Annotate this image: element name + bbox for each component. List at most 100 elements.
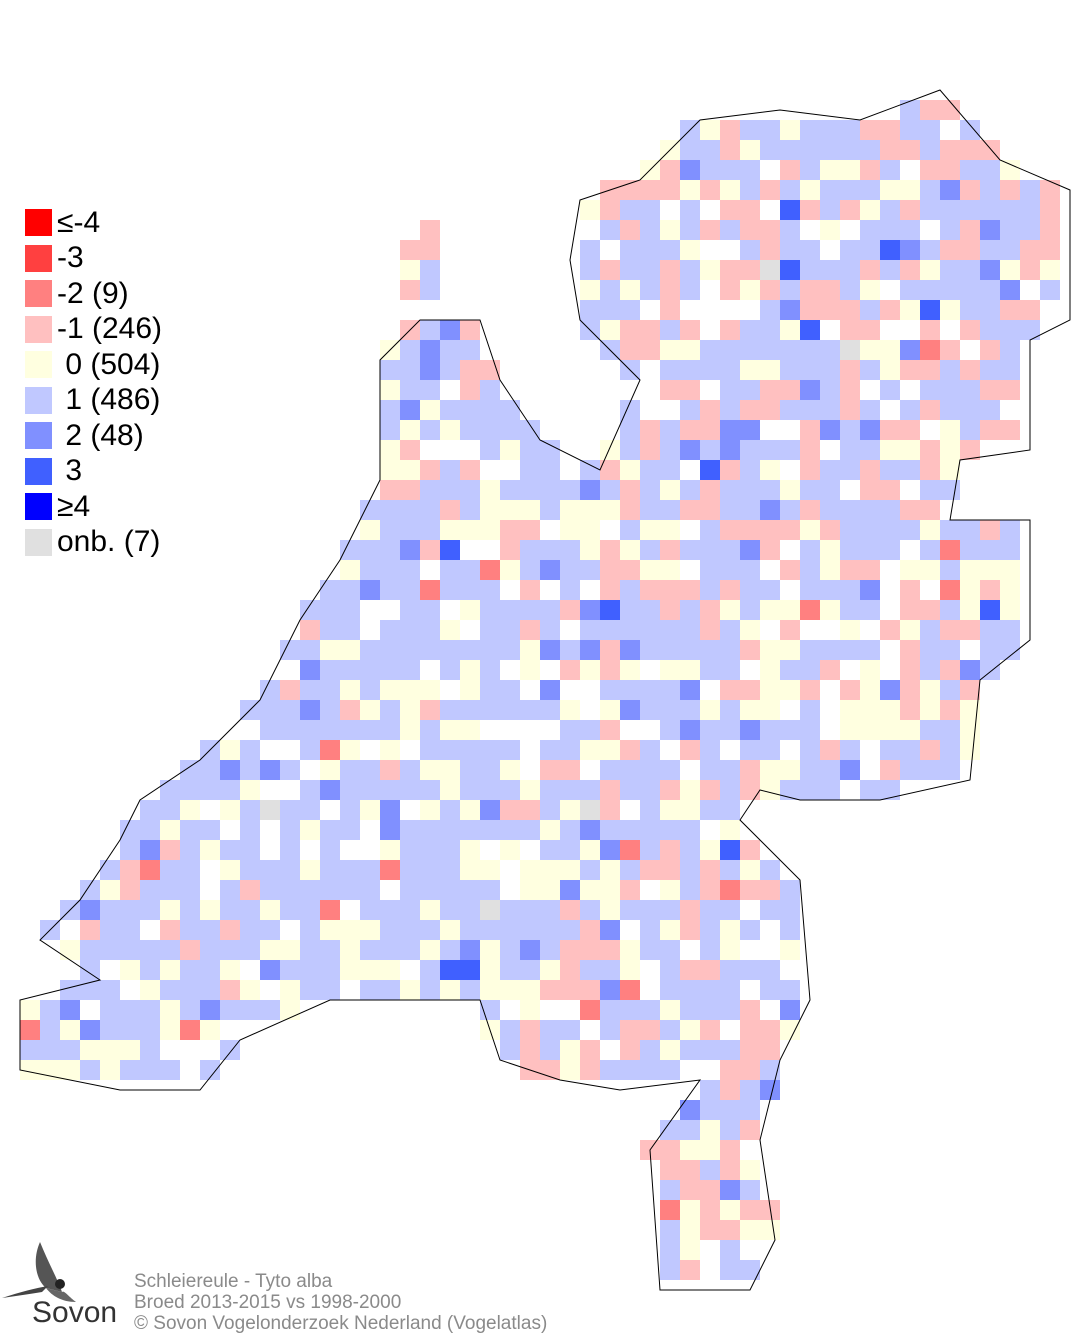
- grid-cell: [760, 120, 780, 140]
- grid-cell: [700, 1000, 720, 1020]
- grid-cell: [320, 600, 340, 620]
- grid-cell: [680, 360, 700, 380]
- grid-cell: [880, 300, 900, 320]
- grid-cell: [760, 720, 780, 740]
- grid-cell: [720, 1220, 740, 1240]
- grid-cell: [440, 440, 460, 460]
- grid-cell: [740, 1220, 760, 1240]
- grid-cell: [980, 360, 1000, 380]
- grid-cell: [800, 180, 820, 200]
- grid-cell: [800, 300, 820, 320]
- grid-cell: [840, 300, 860, 320]
- grid-cell: [640, 760, 660, 780]
- grid-cell: [640, 980, 660, 1000]
- grid-cell: [220, 900, 240, 920]
- grid-cell: [580, 660, 600, 680]
- grid-cell: [540, 780, 560, 800]
- grid-cell: [840, 560, 860, 580]
- grid-cell: [520, 960, 540, 980]
- period: Broed 2013-2015 vs 1998-2000: [134, 1292, 402, 1313]
- grid-cell: [660, 240, 680, 260]
- grid-cell: [840, 480, 860, 500]
- grid-cell: [600, 260, 620, 280]
- grid-cell: [640, 300, 660, 320]
- grid-cell: [360, 540, 380, 560]
- grid-cell: [560, 1040, 580, 1060]
- grid-cell: [400, 220, 420, 240]
- grid-cell: [780, 220, 800, 240]
- grid-cell: [400, 360, 420, 380]
- grid-cell: [860, 400, 880, 420]
- grid-cell: [440, 220, 460, 240]
- grid-cell: [380, 960, 400, 980]
- grid-cell: [520, 740, 540, 760]
- grid-cell: [500, 880, 520, 900]
- grid-cell: [660, 940, 680, 960]
- grid-cell: [700, 460, 720, 480]
- grid-cell: [300, 980, 320, 1000]
- grid-cell: [800, 620, 820, 640]
- grid-cell: [560, 1000, 580, 1020]
- grid-cell: [460, 820, 480, 840]
- grid-cell: [440, 580, 460, 600]
- grid-cell: [360, 600, 380, 620]
- grid-cell: [420, 360, 440, 380]
- grid-cell: [720, 340, 740, 360]
- grid-cell: [220, 920, 240, 940]
- grid-cell: [980, 280, 1000, 300]
- grid-cell: [600, 1040, 620, 1060]
- grid-cell: [640, 440, 660, 460]
- grid-cell: [780, 980, 800, 1000]
- grid-cell: [320, 840, 340, 860]
- grid-cell: [120, 860, 140, 880]
- grid-cell: [720, 1200, 740, 1220]
- legend-swatch: [25, 244, 52, 272]
- grid-cell: [440, 700, 460, 720]
- grid-cell: [780, 620, 800, 640]
- grid-cell: [720, 220, 740, 240]
- grid-cell: [780, 280, 800, 300]
- grid-cell: [820, 260, 840, 280]
- grid-cell: [640, 280, 660, 300]
- grid-cell: [440, 760, 460, 780]
- grid-cell: [520, 460, 540, 480]
- grid-cell: [980, 200, 1000, 220]
- grid-cell: [660, 280, 680, 300]
- grid-cell: [940, 180, 960, 200]
- grid-cell: [560, 540, 580, 560]
- grid-cell: [380, 800, 400, 820]
- grid-cell: [480, 940, 500, 960]
- grid-cell: [680, 320, 700, 340]
- grid-cell: [740, 680, 760, 700]
- grid-cell: [140, 820, 160, 840]
- grid-cell: [720, 420, 740, 440]
- grid-cell: [220, 980, 240, 1000]
- grid-cell: [760, 1040, 780, 1060]
- grid-cell: [980, 600, 1000, 620]
- grid-cell: [640, 880, 660, 900]
- grid-cell: [760, 680, 780, 700]
- grid-cell: [920, 240, 940, 260]
- grid-cell: [920, 360, 940, 380]
- grid-cell: [660, 660, 680, 680]
- grid-cell: [240, 780, 260, 800]
- grid-cell: [340, 660, 360, 680]
- grid-cell: [740, 260, 760, 280]
- grid-cell: [940, 240, 960, 260]
- grid-cell: [600, 740, 620, 760]
- grid-cell: [140, 860, 160, 880]
- grid-cell: [720, 700, 740, 720]
- grid-cell: [880, 760, 900, 780]
- grid-cell: [520, 760, 540, 780]
- grid-cell: [660, 520, 680, 540]
- grid-cell: [860, 180, 880, 200]
- grid-cell: [840, 460, 860, 480]
- grid-cell: [840, 200, 860, 220]
- grid-cell: [520, 660, 540, 680]
- grid-cell: [440, 420, 460, 440]
- grid-cell: [240, 900, 260, 920]
- grid-cell: [380, 360, 400, 380]
- copyright: © Sovon Vogelonderzoek Nederland (Vogela…: [134, 1313, 548, 1334]
- grid-cell: [400, 440, 420, 460]
- grid-cell: [760, 1020, 780, 1040]
